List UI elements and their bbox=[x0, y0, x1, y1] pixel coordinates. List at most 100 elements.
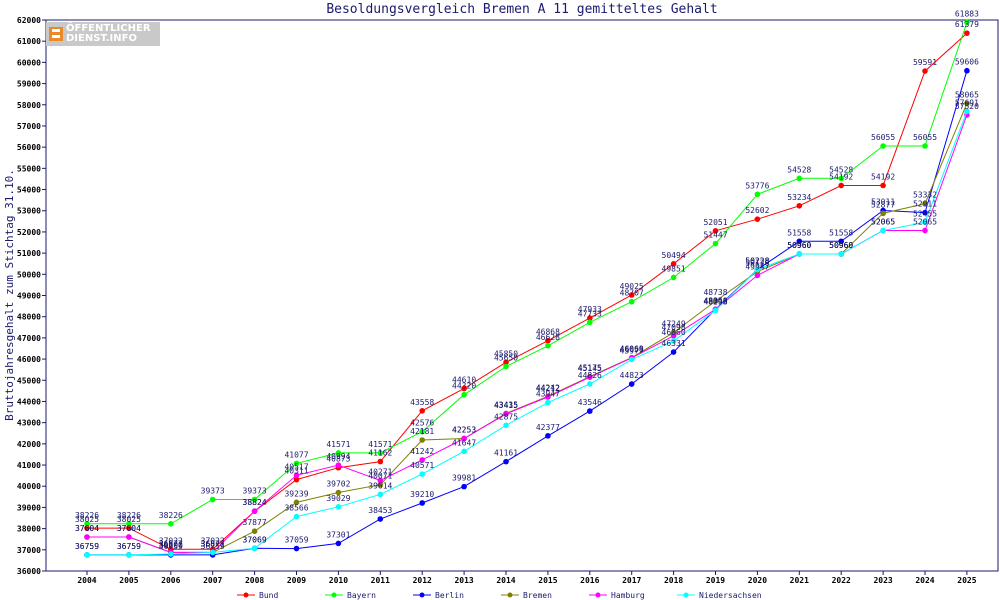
x-tick-label: 2024 bbox=[915, 576, 934, 585]
data-label: 50960 bbox=[787, 241, 811, 250]
legend-marker bbox=[595, 592, 601, 598]
data-point bbox=[293, 476, 300, 483]
data-point bbox=[754, 266, 761, 273]
y-tick-label: 51000 bbox=[17, 249, 41, 258]
data-label: 57520 bbox=[955, 102, 979, 111]
x-tick-label: 2010 bbox=[329, 576, 348, 585]
data-point bbox=[964, 67, 970, 74]
data-label: 44610 bbox=[452, 376, 476, 385]
data-point bbox=[126, 521, 132, 527]
data-label: 56055 bbox=[871, 133, 895, 142]
data-label: 47098 bbox=[662, 323, 686, 332]
y-tick-label: 56000 bbox=[17, 143, 41, 152]
y-tick-label: 39000 bbox=[17, 503, 41, 512]
data-label: 52877 bbox=[871, 200, 895, 209]
data-label: 46628 bbox=[536, 333, 560, 342]
data-label: 50960 bbox=[787, 241, 811, 250]
data-label: 36877 bbox=[159, 539, 183, 548]
data-label: 49851 bbox=[662, 264, 686, 273]
data-point bbox=[419, 500, 426, 506]
data-label: 54528 bbox=[787, 165, 811, 174]
data-point bbox=[503, 411, 509, 417]
data-label: 40994 bbox=[326, 452, 350, 461]
data-point bbox=[587, 408, 593, 414]
logo-line-1: ÖFFENTLICHER bbox=[66, 23, 151, 34]
x-tick-label: 2013 bbox=[454, 576, 473, 585]
series-line bbox=[87, 70, 968, 556]
data-point bbox=[168, 551, 174, 557]
site-logo[interactable]: ÖFFENTLICHER DIENST.INFO bbox=[46, 22, 160, 46]
data-label: 49025 bbox=[620, 282, 644, 291]
data-label: 50228 bbox=[745, 256, 769, 265]
data-point bbox=[922, 200, 928, 207]
data-label: 39029 bbox=[326, 494, 350, 503]
data-label: 54528 bbox=[829, 165, 853, 174]
data-point bbox=[964, 19, 970, 26]
data-point bbox=[503, 363, 509, 370]
data-point bbox=[293, 472, 300, 479]
data-label: 53234 bbox=[787, 193, 811, 202]
y-tick-label: 60000 bbox=[17, 58, 41, 67]
data-point bbox=[712, 240, 719, 247]
data-label: 37877 bbox=[243, 518, 267, 527]
data-point bbox=[461, 483, 467, 490]
data-label: 37069 bbox=[243, 535, 267, 544]
data-label: 36877 bbox=[201, 539, 225, 548]
x-tick-label: 2018 bbox=[664, 576, 683, 585]
logo-text: ÖFFENTLICHER DIENST.INFO bbox=[66, 24, 151, 44]
data-label: 45650 bbox=[494, 353, 518, 362]
data-point bbox=[126, 534, 132, 540]
data-point bbox=[922, 143, 928, 149]
data-label: 40071 bbox=[368, 472, 392, 481]
data-label: 43435 bbox=[494, 400, 518, 409]
y-axis-label: Bruttojahresgehalt zum Stichtag 31.10. bbox=[3, 169, 16, 421]
x-tick-label: 2017 bbox=[622, 576, 641, 585]
data-point bbox=[838, 238, 844, 245]
data-label: 41571 bbox=[326, 440, 350, 449]
data-label: 39702 bbox=[326, 480, 350, 489]
legend-marker bbox=[419, 592, 425, 598]
data-point bbox=[293, 545, 300, 552]
data-label: 44826 bbox=[578, 371, 602, 380]
data-label: 50494 bbox=[662, 251, 686, 260]
data-label: 57691 bbox=[955, 98, 979, 107]
x-tick-label: 2016 bbox=[580, 576, 599, 585]
data-point bbox=[335, 504, 342, 510]
data-point bbox=[545, 337, 551, 344]
data-label: 56055 bbox=[913, 133, 937, 142]
data-point bbox=[712, 228, 719, 234]
data-point bbox=[670, 261, 677, 267]
data-label: 47249 bbox=[662, 320, 686, 329]
series-berlin bbox=[84, 67, 970, 558]
data-label: 37022 bbox=[201, 536, 225, 545]
data-point bbox=[922, 219, 928, 226]
data-point bbox=[922, 227, 928, 234]
data-label: 61883 bbox=[955, 9, 979, 18]
data-label: 48298 bbox=[703, 297, 727, 306]
data-label: 37604 bbox=[75, 524, 99, 533]
data-label: 39981 bbox=[452, 474, 476, 483]
data-point bbox=[838, 175, 844, 182]
data-labels-layer: 38025 38025 37022 37022 38824 40311 40873 41162… bbox=[75, 9, 979, 550]
data-label: 50128 bbox=[745, 259, 769, 268]
logo-line-2: DIENST.INFO bbox=[66, 33, 137, 44]
data-label: 37604 bbox=[75, 524, 99, 533]
legend-marker bbox=[243, 592, 249, 598]
data-point bbox=[168, 521, 174, 527]
data-point bbox=[126, 552, 132, 558]
data-label: 36877 bbox=[201, 539, 225, 548]
data-point bbox=[503, 458, 509, 465]
x-tick-label: 2008 bbox=[245, 576, 264, 585]
data-label: 48707 bbox=[620, 289, 644, 298]
y-tick-label: 47000 bbox=[17, 334, 41, 343]
data-label: 52065 bbox=[871, 218, 895, 227]
data-label: 46860 bbox=[662, 328, 686, 337]
data-point bbox=[461, 385, 467, 392]
data-point bbox=[796, 238, 803, 245]
data-label: 54192 bbox=[829, 172, 853, 181]
y-tick-label: 37000 bbox=[17, 546, 41, 555]
series-niedersachsen bbox=[84, 108, 970, 558]
data-label: 52051 bbox=[703, 218, 727, 227]
data-label: 42181 bbox=[410, 427, 434, 436]
